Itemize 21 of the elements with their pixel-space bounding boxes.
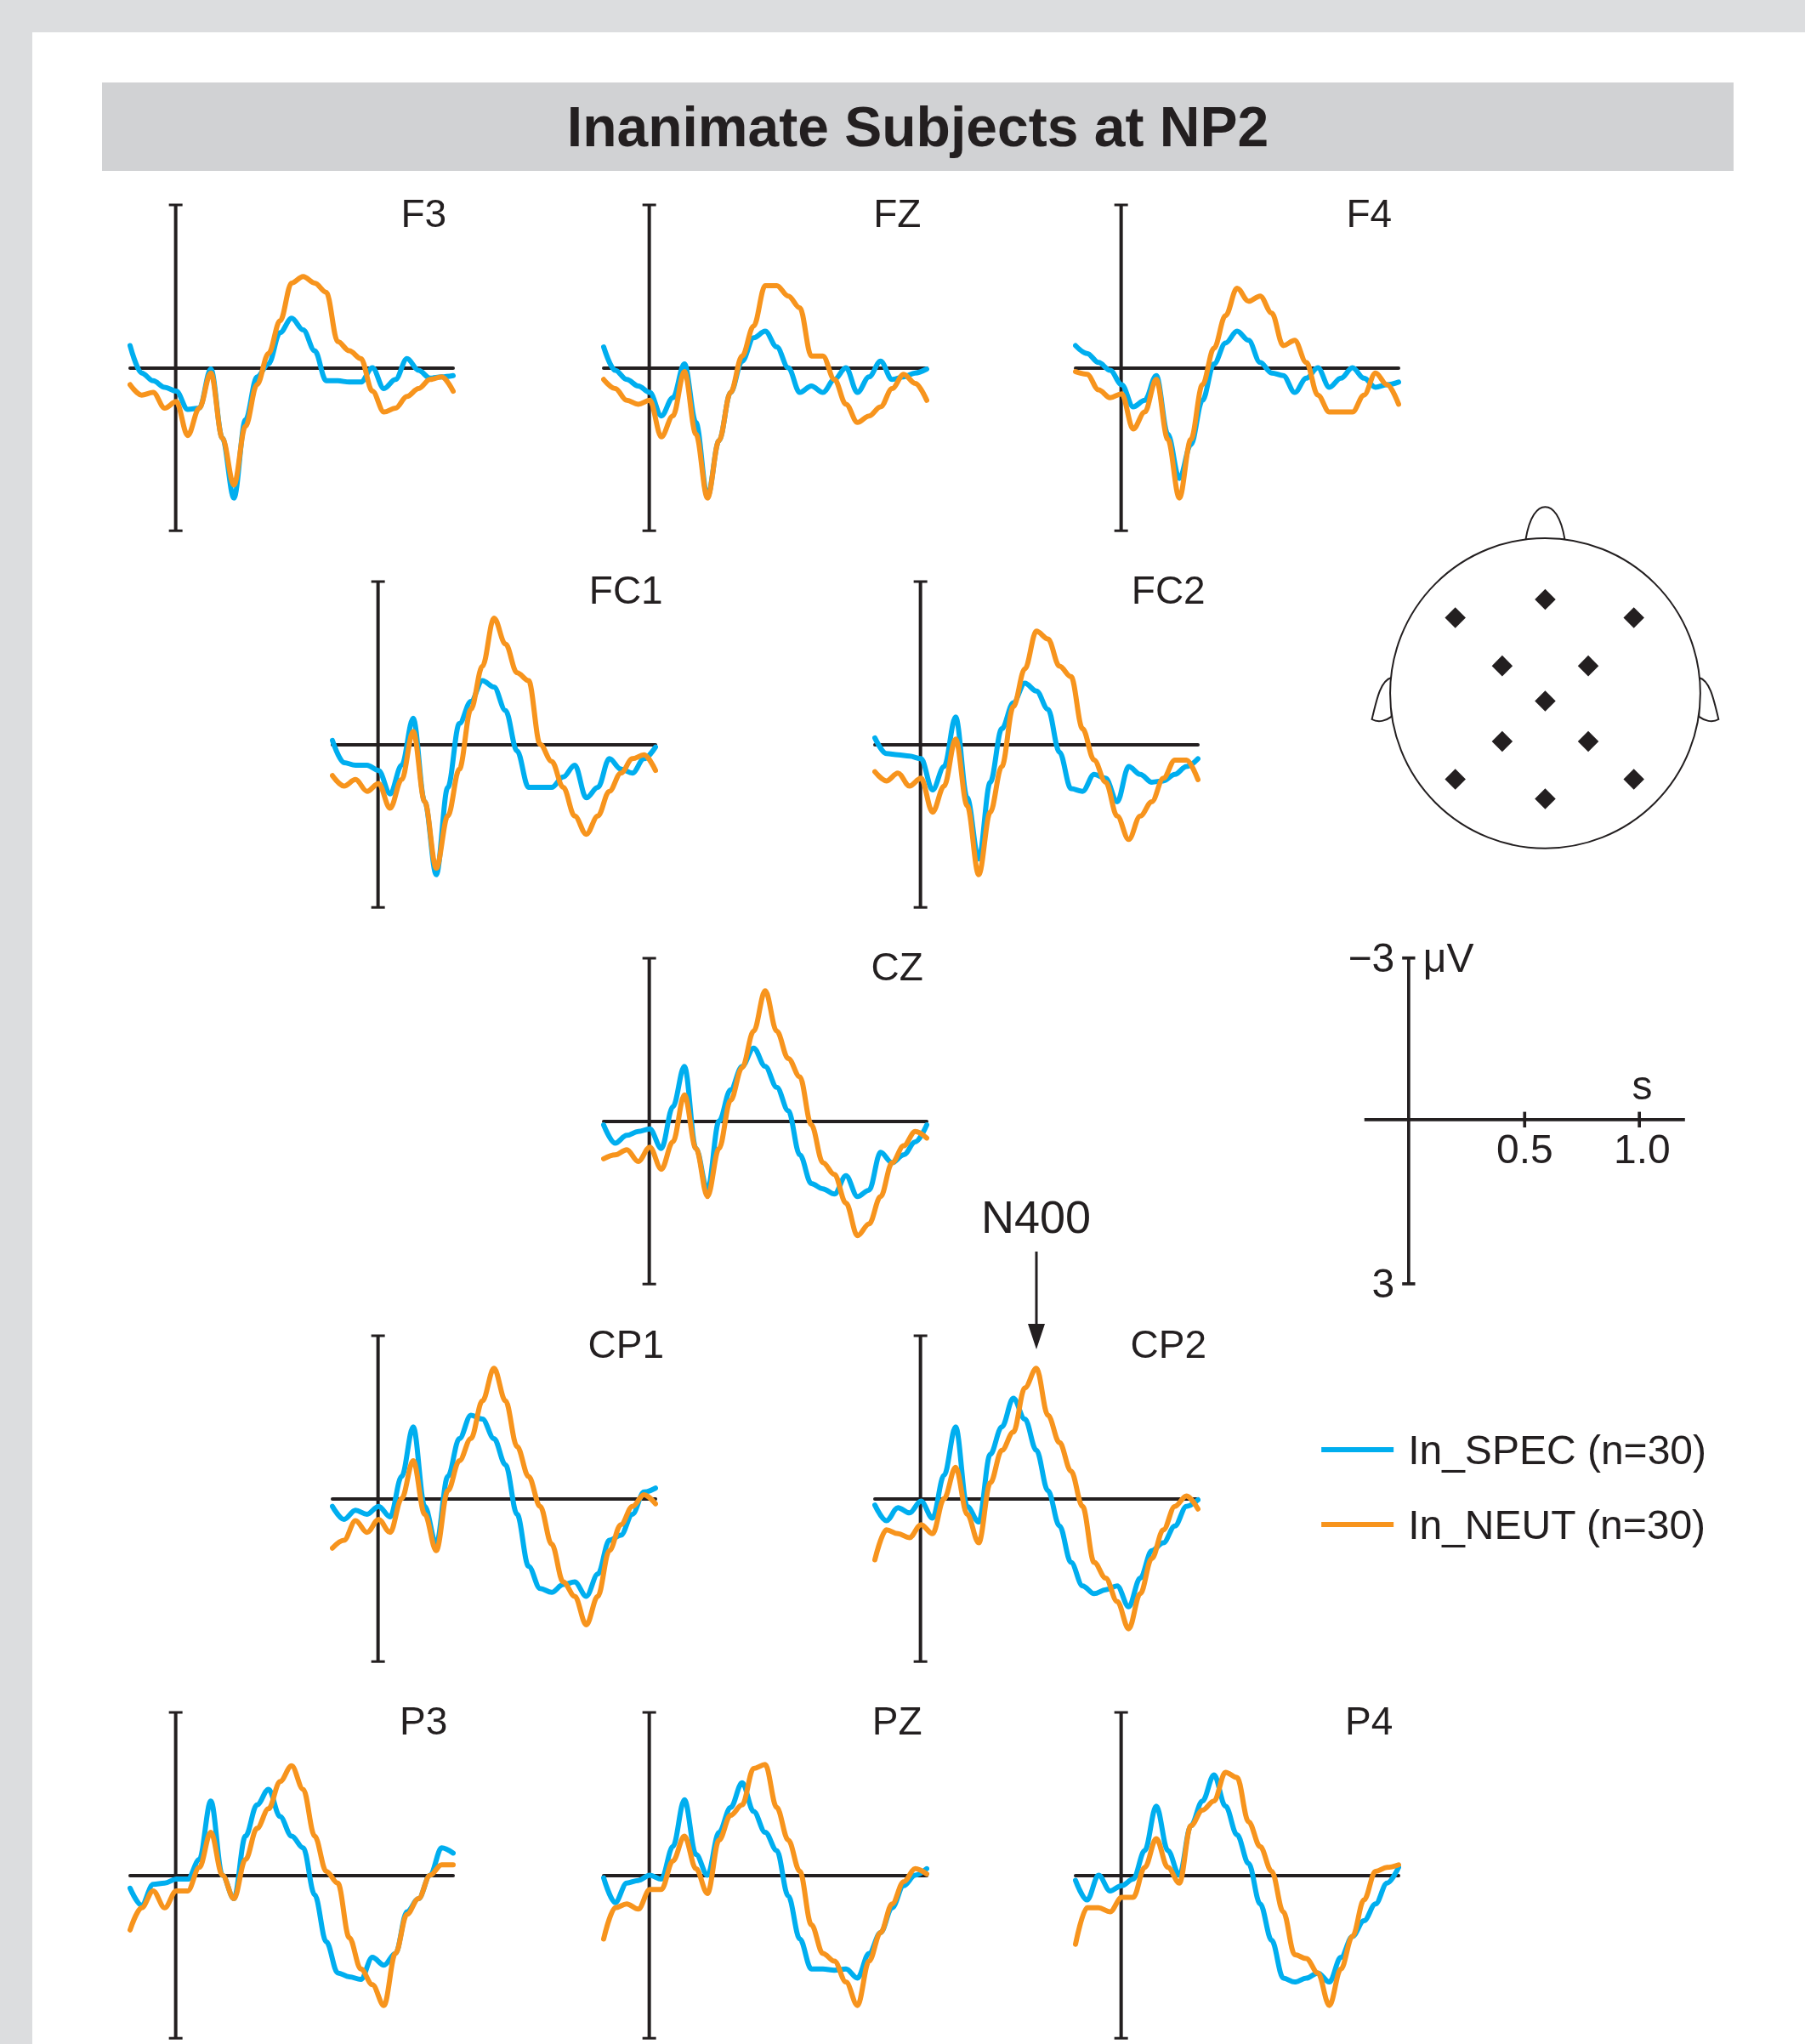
text: s bbox=[1631, 1061, 1654, 1110]
text: 0.5 bbox=[1496, 1125, 1554, 1173]
text: μV bbox=[1422, 934, 1475, 982]
chart-title: FZ bbox=[872, 190, 922, 236]
text: Inanimate Subjects at NP2 bbox=[102, 82, 1734, 171]
chart-title: PZ bbox=[871, 1699, 922, 1744]
chart-title: CP2 bbox=[1130, 1322, 1206, 1367]
legend-label: In_SPEC (n=30) bbox=[1407, 1427, 1706, 1473]
text: −3 bbox=[1347, 934, 1395, 982]
chart-title: F4 bbox=[1345, 190, 1392, 236]
chart-title: P3 bbox=[400, 1699, 448, 1744]
text: 3 bbox=[1371, 1259, 1395, 1308]
legend-label: In_NEUT (n=30) bbox=[1407, 1502, 1706, 1547]
chart-title: FC2 bbox=[1131, 567, 1206, 612]
chart-title: FC1 bbox=[588, 567, 663, 612]
chart-title: CZ bbox=[871, 944, 923, 989]
text: N400 bbox=[980, 1190, 1093, 1244]
chart-title: CP1 bbox=[587, 1322, 664, 1367]
chart-title: F3 bbox=[400, 190, 447, 236]
text: 1.0 bbox=[1613, 1125, 1672, 1173]
chart-title: P4 bbox=[1344, 1699, 1393, 1744]
